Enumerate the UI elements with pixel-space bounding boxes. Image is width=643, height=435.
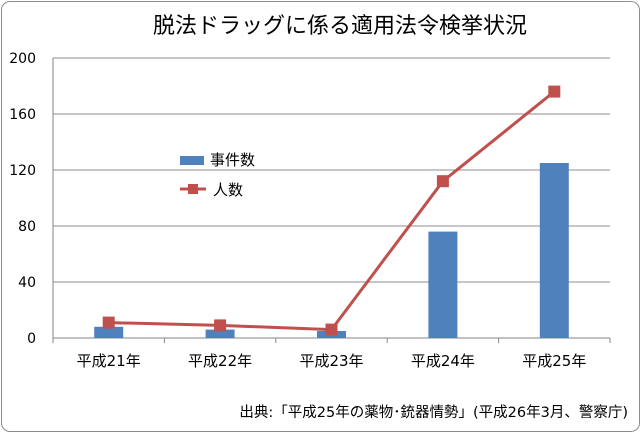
y-tick-label: 160	[9, 107, 36, 123]
x-category-label: 平成22年	[188, 352, 252, 370]
y-tick-label: 0	[27, 331, 36, 347]
y-tick-label: 40	[18, 275, 36, 291]
legend-swatch-bar	[180, 156, 204, 165]
legend-label-line: 人数	[213, 181, 243, 199]
line-path	[108, 90, 556, 332]
y-tick-label: 200	[9, 51, 36, 67]
x-category-label: 平成23年	[299, 352, 363, 370]
source-note: 出典:「平成25年の薬物･銃器情勢」(平成26年3月、警察庁)	[239, 403, 628, 421]
x-axis-categories: 平成21年 平成22年 平成23年 平成24年 平成25年	[77, 352, 587, 370]
gridlines	[52, 57, 611, 343]
y-axis-ticks: 0 40 80 120 160 200	[9, 51, 36, 347]
bar-事件数	[205, 329, 235, 338]
chart-title: 脱法ドラッグに係る適用法令検挙状況	[153, 14, 527, 39]
x-category-label: 平成24年	[411, 352, 475, 370]
line-point	[102, 316, 115, 329]
bar-事件数	[94, 326, 124, 338]
line-point	[548, 85, 561, 98]
bar-事件数	[539, 163, 569, 338]
line-point	[436, 175, 449, 188]
y-tick-label: 80	[18, 219, 36, 235]
x-category-label: 平成21年	[77, 352, 141, 370]
legend-marker-line	[188, 184, 198, 194]
bar-series	[94, 163, 569, 338]
line-point	[325, 323, 338, 336]
x-category-label: 平成25年	[522, 352, 586, 370]
legend: 事件数 人数	[180, 151, 255, 199]
y-tick-label: 120	[9, 163, 36, 179]
line-point	[214, 319, 227, 332]
line-series	[102, 85, 561, 336]
legend-label-bar: 事件数	[210, 151, 255, 169]
bar-事件数	[428, 231, 458, 338]
